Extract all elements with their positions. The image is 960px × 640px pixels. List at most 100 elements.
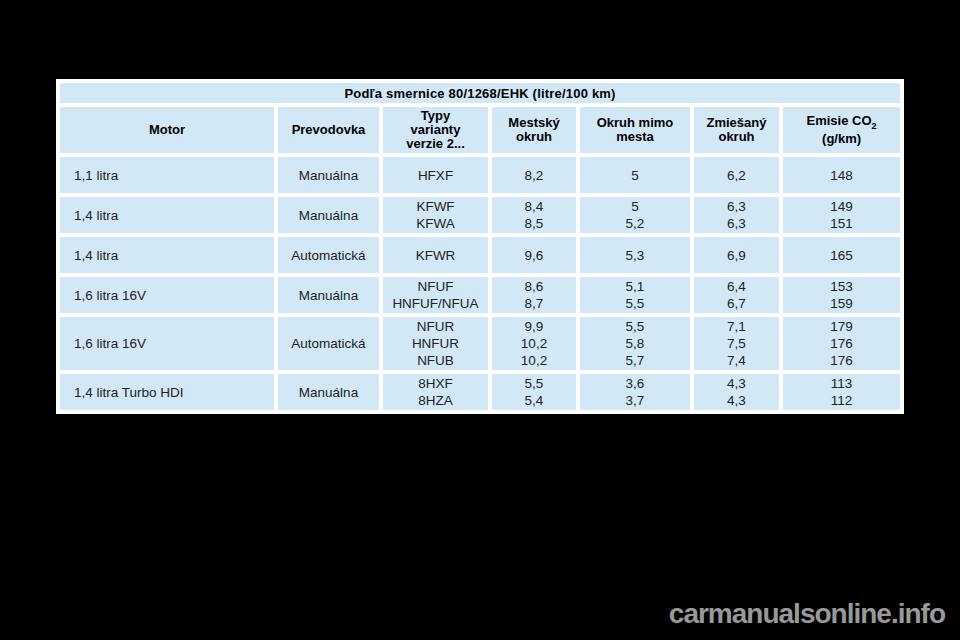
typ-variantu-cell: KFWFKFWA bbox=[383, 197, 488, 233]
mestsky-okruh-cell: 8,68,7 bbox=[492, 277, 576, 313]
zmiesany-okruh-cell: 6,2 bbox=[694, 157, 779, 193]
cell-line: 165 bbox=[785, 247, 898, 264]
watermark: carmanualsonline.info bbox=[669, 598, 945, 630]
table-title: Podľa smernice 80/1268/EHK (litre/100 km… bbox=[60, 83, 900, 103]
motor-cell: 1,6 litra 16V bbox=[60, 317, 274, 370]
cell-line: 8,7 bbox=[494, 295, 574, 312]
motor-cell: 1,1 litra bbox=[60, 157, 274, 193]
cell-line: 4,3 bbox=[696, 375, 777, 392]
okruh-mimo-mesta-cell: 3,63,7 bbox=[580, 374, 690, 410]
cell-line: 148 bbox=[785, 167, 898, 184]
column-header-label: verzie 2... bbox=[383, 137, 488, 151]
cell-line: 4,3 bbox=[696, 392, 777, 409]
emisie-co2-cell: 149151 bbox=[783, 197, 900, 233]
okruh-mimo-mesta-cell: 5,55,85,7 bbox=[580, 317, 690, 370]
cell-line: 153 bbox=[785, 278, 898, 295]
column-header-label: mesta bbox=[580, 130, 690, 144]
prevodovka-cell: Manuálna bbox=[278, 277, 379, 313]
cell-line: 151 bbox=[785, 215, 898, 232]
table-row: 1,4 litra Automatická KFWR 9,6 5,3 6,9 1… bbox=[60, 237, 900, 273]
table-title-row: Podľa smernice 80/1268/EHK (litre/100 km… bbox=[60, 83, 900, 103]
cell-line: 176 bbox=[785, 335, 898, 352]
emisie-co2-cell: 148 bbox=[783, 157, 900, 193]
cell-line: 5 bbox=[582, 167, 688, 184]
cell-line: 9,6 bbox=[494, 247, 574, 264]
cell-line: NFUR bbox=[385, 318, 486, 335]
column-header-label: Motor bbox=[60, 123, 274, 137]
prevodovka-cell: Automatická bbox=[278, 237, 379, 273]
cell-line: 5,5 bbox=[582, 295, 688, 312]
zmiesany-okruh-cell: 7,17,57,4 bbox=[694, 317, 779, 370]
prevodovka-cell: Manuálna bbox=[278, 374, 379, 410]
motor-cell: 1,4 litra bbox=[60, 197, 274, 233]
mestsky-okruh-cell: 8,48,5 bbox=[492, 197, 576, 233]
cell-line: 7,5 bbox=[696, 335, 777, 352]
cell-line: 5,1 bbox=[582, 278, 688, 295]
cell-line: 7,4 bbox=[696, 352, 777, 369]
motor-cell: 1,4 litra Turbo HDI bbox=[60, 374, 274, 410]
cell-line: 3,7 bbox=[582, 392, 688, 409]
cell-line: 113 bbox=[785, 375, 898, 392]
typ-variantu-cell: NFURHNFURNFUB bbox=[383, 317, 488, 370]
column-header-motor: Motor bbox=[60, 107, 274, 153]
zmiesany-okruh-cell: 4,34,3 bbox=[694, 374, 779, 410]
cell-line: 10,2 bbox=[494, 335, 574, 352]
motor-cell: 1,4 litra bbox=[60, 237, 274, 273]
cell-line: 5,8 bbox=[582, 335, 688, 352]
cell-line: 149 bbox=[785, 198, 898, 215]
cell-line: 3,6 bbox=[582, 375, 688, 392]
emisie-co2-cell: 113112 bbox=[783, 374, 900, 410]
column-header-prevodovka: Prevodovka bbox=[278, 107, 379, 153]
table-row: 1,4 litra Turbo HDI Manuálna 8HXF8HZA 5,… bbox=[60, 374, 900, 410]
column-header-typy-varianty: Typy varianty verzie 2... bbox=[383, 107, 488, 153]
zmiesany-okruh-cell: 6,36,3 bbox=[694, 197, 779, 233]
cell-line: NFUB bbox=[385, 352, 486, 369]
column-header-label: Prevodovka bbox=[278, 123, 379, 137]
cell-line: 8,2 bbox=[494, 167, 574, 184]
cell-line: KFWF bbox=[385, 198, 486, 215]
cell-line: 112 bbox=[785, 392, 898, 409]
cell-line: 6,3 bbox=[696, 198, 777, 215]
table-head: Podľa smernice 80/1268/EHK (litre/100 km… bbox=[60, 83, 900, 153]
fuel-consumption-table: Podľa smernice 80/1268/EHK (litre/100 km… bbox=[56, 79, 904, 414]
emisie-prefix: Emisie CO bbox=[807, 113, 872, 128]
cell-line: 8,6 bbox=[494, 278, 574, 295]
cell-line: 8HZA bbox=[385, 392, 486, 409]
cell-line: 8,4 bbox=[494, 198, 574, 215]
emisie-co2-cell: 153159 bbox=[783, 277, 900, 313]
cell-line: 8HXF bbox=[385, 375, 486, 392]
motor-cell: 1,6 litra 16V bbox=[60, 277, 274, 313]
cell-line: HNFUR bbox=[385, 335, 486, 352]
cell-line: 176 bbox=[785, 352, 898, 369]
cell-line: KFWR bbox=[385, 247, 486, 264]
column-header-okruh-mimo-mesta: Okruh mimo mesta bbox=[580, 107, 690, 153]
cell-line: 6,4 bbox=[696, 278, 777, 295]
table-header-row: Motor Prevodovka Typy varianty verzie 2.… bbox=[60, 107, 900, 153]
cell-line: 5,3 bbox=[582, 247, 688, 264]
column-header-label: okruh bbox=[694, 130, 779, 144]
prevodovka-cell: Manuálna bbox=[278, 197, 379, 233]
table-row: 1,6 litra 16V Manuálna NFUFHNFUF/NFUA 8,… bbox=[60, 277, 900, 313]
table-body: 1,1 litra Manuálna HFXF 8,2 5 6,2 148 1,… bbox=[60, 157, 900, 410]
mestsky-okruh-cell: 9,910,210,2 bbox=[492, 317, 576, 370]
table-row: 1,4 litra Manuálna KFWFKFWA 8,48,5 55,2 … bbox=[60, 197, 900, 233]
column-header-label: varianty bbox=[383, 123, 488, 137]
cell-line: 5,2 bbox=[582, 215, 688, 232]
typ-variantu-cell: KFWR bbox=[383, 237, 488, 273]
column-header-label: Typy bbox=[383, 109, 488, 123]
manual-page: Podľa smernice 80/1268/EHK (litre/100 km… bbox=[0, 0, 960, 640]
column-header-zmiesany-okruh: Zmiešaný okruh bbox=[694, 107, 779, 153]
cell-line: HFXF bbox=[385, 167, 486, 184]
column-header-label: Mestský bbox=[492, 116, 576, 130]
okruh-mimo-mesta-cell: 5,3 bbox=[580, 237, 690, 273]
cell-line: 5,4 bbox=[494, 392, 574, 409]
column-header-label: (g/km) bbox=[783, 132, 900, 146]
cell-line: KFWA bbox=[385, 215, 486, 232]
cell-line: 9,9 bbox=[494, 318, 574, 335]
mestsky-okruh-cell: 8,2 bbox=[492, 157, 576, 193]
cell-line: 5,7 bbox=[582, 352, 688, 369]
mestsky-okruh-cell: 5,55,4 bbox=[492, 374, 576, 410]
cell-line: 5 bbox=[582, 198, 688, 215]
cell-line: 8,5 bbox=[494, 215, 574, 232]
cell-line: 6,3 bbox=[696, 215, 777, 232]
